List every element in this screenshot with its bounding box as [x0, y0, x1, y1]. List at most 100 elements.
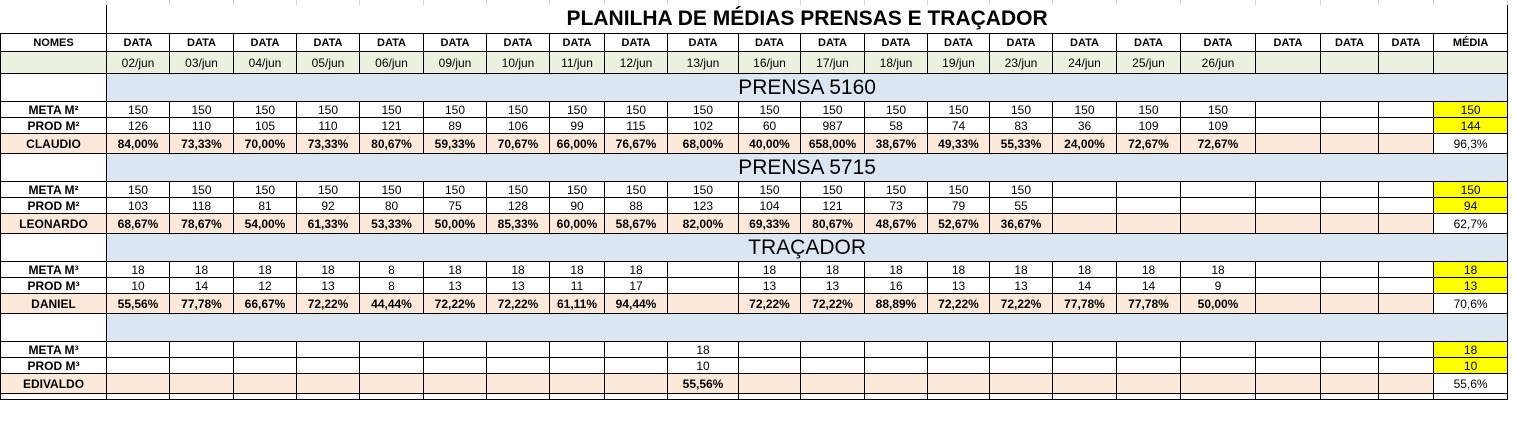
meta-cell[interactable]: 150	[738, 181, 801, 198]
empty-cell[interactable]	[604, 393, 668, 400]
empty-cell[interactable]	[667, 393, 739, 400]
meta-cell[interactable]: 150	[169, 101, 234, 118]
prod-cell[interactable]: 9	[1180, 277, 1256, 294]
percent-cell[interactable]: 54,00%	[233, 213, 297, 234]
prod-cell[interactable]: 55	[989, 197, 1053, 214]
prod-cell[interactable]: 13	[296, 277, 360, 294]
empty-cell[interactable]	[423, 393, 487, 400]
percent-cell[interactable]	[1378, 133, 1434, 154]
percent-cell[interactable]: 55,56%	[106, 293, 170, 314]
percent-cell[interactable]: 85,33%	[486, 213, 550, 234]
meta-cell[interactable]: 18	[927, 261, 990, 278]
prod-cell[interactable]: 14	[1052, 277, 1117, 294]
prod-cell[interactable]: 115	[604, 117, 668, 134]
meta-cell[interactable]: 150	[106, 101, 170, 118]
date-cell[interactable]: 26/jun	[1180, 51, 1256, 74]
percent-cell[interactable]: 40,00%	[738, 133, 801, 154]
meta-cell[interactable]: 150	[927, 101, 990, 118]
meta-cell[interactable]	[604, 341, 668, 358]
percent-cell[interactable]	[1116, 213, 1181, 234]
meta-average[interactable]: 18	[1432, 261, 1509, 278]
percent-cell[interactable]	[927, 373, 990, 394]
percent-cell[interactable]: 77,78%	[1052, 293, 1117, 314]
percent-cell[interactable]: 80,67%	[359, 133, 424, 154]
percent-cell[interactable]: 77,78%	[1116, 293, 1181, 314]
meta-cell[interactable]: 150	[604, 181, 668, 198]
percent-cell[interactable]: 72,67%	[1180, 133, 1256, 154]
percent-cell[interactable]: 73,33%	[296, 133, 360, 154]
empty-cell[interactable]	[169, 393, 234, 400]
meta-cell[interactable]	[1116, 181, 1181, 198]
percent-average[interactable]: 70,6%	[1432, 293, 1509, 314]
meta-cell[interactable]: 18	[423, 261, 487, 278]
meta-cell[interactable]	[1378, 341, 1434, 358]
percent-cell[interactable]	[233, 373, 297, 394]
date-cell[interactable]	[1255, 51, 1321, 74]
percent-cell[interactable]	[1378, 213, 1434, 234]
percent-cell[interactable]: 66,00%	[549, 133, 605, 154]
header-data-label[interactable]: DATA	[738, 33, 801, 52]
prod-label[interactable]: PROD M²	[0, 197, 107, 214]
prod-cell[interactable]	[359, 357, 424, 374]
section-label-cell[interactable]	[0, 73, 107, 102]
meta-cell[interactable]	[359, 341, 424, 358]
prod-cell[interactable]	[1052, 357, 1117, 374]
prod-cell[interactable]	[738, 357, 801, 374]
date-cell[interactable]: 11/jun	[549, 51, 605, 74]
meta-cell[interactable]: 150	[296, 101, 360, 118]
header-media[interactable]: MÉDIA	[1432, 33, 1509, 52]
date-cell[interactable]: 16/jun	[738, 51, 801, 74]
percent-cell[interactable]	[667, 293, 739, 314]
empty-cell[interactable]	[106, 393, 170, 400]
meta-cell[interactable]	[549, 341, 605, 358]
date-cell[interactable]: 17/jun	[800, 51, 865, 74]
header-data-label[interactable]: DATA	[927, 33, 990, 52]
header-data-label[interactable]: DATA	[423, 33, 487, 52]
percent-cell[interactable]	[1052, 213, 1117, 234]
meta-cell[interactable]	[1378, 181, 1434, 198]
header-data-label[interactable]: DATA	[1052, 33, 1117, 52]
meta-cell[interactable]: 150	[927, 181, 990, 198]
percent-cell[interactable]: 52,67%	[927, 213, 990, 234]
percent-cell[interactable]: 49,33%	[927, 133, 990, 154]
prod-cell[interactable]	[667, 277, 739, 294]
header-data-label[interactable]: DATA	[1180, 33, 1256, 52]
meta-cell[interactable]: 150	[233, 181, 297, 198]
percent-cell[interactable]: 24,00%	[1052, 133, 1117, 154]
meta-cell[interactable]: 150	[738, 101, 801, 118]
meta-cell[interactable]	[1320, 341, 1379, 358]
meta-cell[interactable]: 150	[989, 101, 1053, 118]
meta-cell[interactable]: 150	[667, 101, 739, 118]
prod-cell[interactable]	[1116, 197, 1181, 214]
prod-cell[interactable]: 10	[667, 357, 739, 374]
percent-cell[interactable]	[106, 373, 170, 394]
meta-cell[interactable]: 150	[800, 101, 865, 118]
date-cell[interactable]: 10/jun	[486, 51, 550, 74]
header-data-label[interactable]: DATA	[604, 33, 668, 52]
percent-cell[interactable]: 60,00%	[549, 213, 605, 234]
prod-label[interactable]: PROD M²	[0, 117, 107, 134]
prod-cell[interactable]: 109	[1116, 117, 1181, 134]
prod-cell[interactable]: 74	[927, 117, 990, 134]
meta-cell[interactable]: 150	[1180, 101, 1256, 118]
meta-cell[interactable]: 18	[989, 261, 1053, 278]
meta-cell[interactable]	[1052, 341, 1117, 358]
meta-cell[interactable]: 18	[169, 261, 234, 278]
date-cell[interactable]: 03/jun	[169, 51, 234, 74]
meta-cell[interactable]: 150	[233, 101, 297, 118]
percent-cell[interactable]: 72,22%	[927, 293, 990, 314]
date-cell[interactable]: 12/jun	[604, 51, 668, 74]
prod-cell[interactable]	[1378, 197, 1434, 214]
percent-cell[interactable]: 70,67%	[486, 133, 550, 154]
empty-cell[interactable]	[1432, 393, 1509, 400]
header-data-label[interactable]: DATA	[359, 33, 424, 52]
percent-cell[interactable]: 48,67%	[864, 213, 928, 234]
date-cell[interactable]: 23/jun	[989, 51, 1053, 74]
meta-cell[interactable]: 18	[1052, 261, 1117, 278]
prod-average[interactable]: 94	[1432, 197, 1509, 214]
prod-cell[interactable]	[486, 357, 550, 374]
prod-cell[interactable]: 128	[486, 197, 550, 214]
header-data-label[interactable]: DATA	[864, 33, 928, 52]
meta-cell[interactable]	[989, 341, 1053, 358]
operator-name[interactable]: LEONARDO	[0, 213, 107, 234]
